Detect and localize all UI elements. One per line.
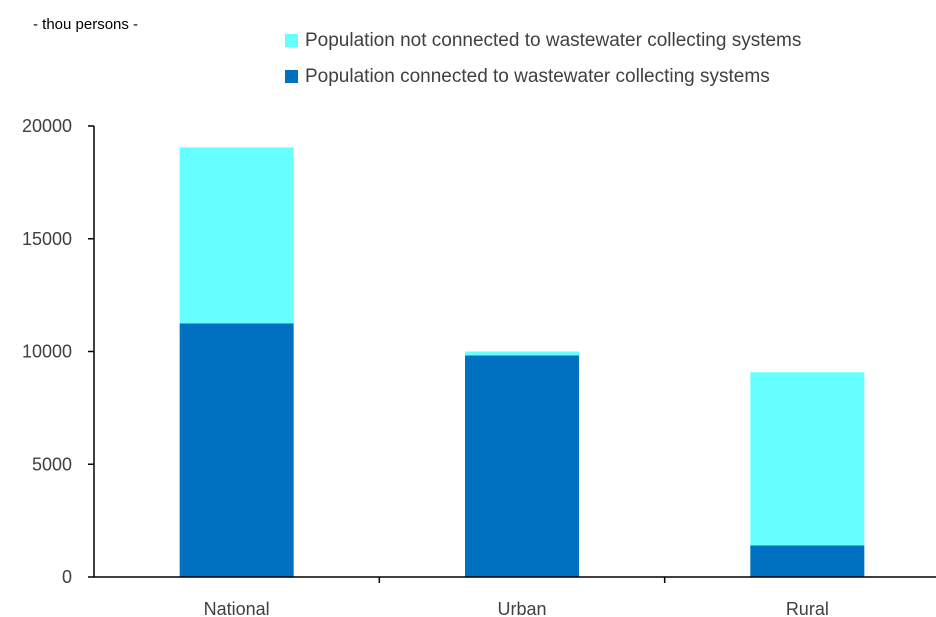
y-tick-label: 15000 <box>22 229 72 249</box>
legend-swatch <box>285 70 298 83</box>
y-tick-label: 10000 <box>22 342 72 362</box>
unit-label: - thou persons - <box>33 16 138 33</box>
axes: National Urban Rural 0 5000 10000 15000 20000 <box>22 116 936 617</box>
legend-entry: Population connected to wastewater colle… <box>305 66 770 87</box>
legend-swatch <box>285 34 298 47</box>
bar-urban-series-0 <box>465 355 579 577</box>
y-tick-label: 5000 <box>32 454 72 474</box>
bars <box>179 147 865 577</box>
legend: Population not connected to wastewater c… <box>285 30 801 87</box>
x-tick-label: Urban <box>497 599 546 617</box>
bar-rural-series-0 <box>750 545 865 577</box>
bar-urban-series-1 <box>465 351 579 356</box>
legend-entry: Population not connected to wastewater c… <box>305 30 801 51</box>
bar-national-series-0 <box>179 323 294 577</box>
x-tick-label: Rural <box>786 599 829 617</box>
y-tick-label: 0 <box>62 567 72 587</box>
x-tick-label: National <box>204 599 270 617</box>
bar-rural-series-1 <box>750 372 865 546</box>
bar-national-series-1 <box>179 147 294 324</box>
y-tick-label: 20000 <box>22 116 72 136</box>
